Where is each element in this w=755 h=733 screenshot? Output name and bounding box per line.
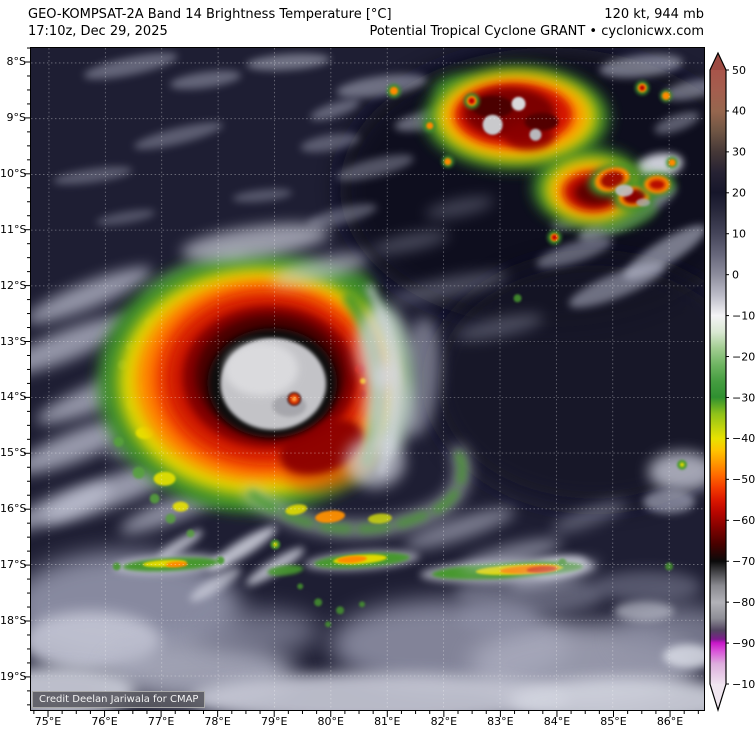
lon-tick-label: 86°E <box>656 715 684 728</box>
lon-tick-label: 77°E <box>147 715 175 728</box>
colorbar-tick-label: 20 <box>732 187 746 200</box>
colorbar-tick-label: 0 <box>732 268 739 281</box>
lat-tick-label: 14°S <box>0 390 27 404</box>
colorbar-tick-label: −90 <box>732 637 755 650</box>
colorbar-tick-label: −10 <box>732 309 755 322</box>
cirrus-overlay <box>181 223 627 590</box>
lat-tick-label: 10°S <box>0 166 27 180</box>
colorbar-tick-label: −60 <box>732 514 755 527</box>
lat-tick-label: 8°S <box>6 55 26 68</box>
cyclone-grant <box>97 252 472 539</box>
lat-tick-label: 19°S <box>0 669 27 683</box>
colorbar-tick-label: −100 <box>732 678 755 691</box>
lat-tick-label: 11°S <box>0 222 27 236</box>
lat-tick-label: 12°S <box>0 278 27 292</box>
colorbar: 50 40 30 20 10 0 −10 −20 −30 −40 −50 −60 −70 −80 −90 −1… <box>709 51 755 713</box>
colorbar-tick-label: −70 <box>732 555 755 568</box>
lat-tick-label: 9°S <box>6 110 26 124</box>
colorbar-tick-label: 30 <box>732 146 746 159</box>
lat-tick-label: 15°S <box>0 446 27 460</box>
storm-cluster-northeast <box>386 65 679 245</box>
colorbar-tick-label: −40 <box>732 432 755 445</box>
lon-tick-label: 80°E <box>317 715 344 728</box>
chart-timestamp: 17:10z, Dec 29, 2025 <box>28 24 168 39</box>
satellite-map: Credit Deelan Jariwala for CMAP <box>30 47 705 711</box>
colorbar-tick-label: −80 <box>732 596 755 609</box>
storm-intensity: 120 kt, 944 mb <box>604 7 704 22</box>
lon-tick-label: 79°E <box>260 715 288 728</box>
storm-name-source: Potential Tropical Cyclone GRANT • cyclo… <box>369 24 704 39</box>
lon-tick-label: 83°E <box>487 715 514 728</box>
lat-tick-label: 18°S <box>0 614 27 627</box>
lon-tick-label: 81°E <box>374 715 401 728</box>
colorbar-tick-label: 10 <box>732 228 746 241</box>
colorbar-tick-label: −50 <box>732 473 755 486</box>
lon-tick-label: 84°E <box>543 715 571 728</box>
lat-tick-label: 13°S <box>0 334 27 348</box>
credit-badge: Credit Deelan Jariwala for CMAP <box>32 691 206 708</box>
lat-tick-label: 16°S <box>0 502 27 516</box>
lon-tick-label: 82°E <box>430 715 458 728</box>
colorbar-tick-label: −20 <box>732 350 755 363</box>
lat-tick-label: 17°S <box>0 558 27 572</box>
satellite-image <box>31 48 704 710</box>
lon-tick-label: 75°E <box>34 715 62 728</box>
storm-info-block: 120 kt, 944 mb Potential Tropical Cyclon… <box>369 6 704 40</box>
lon-tick-label: 85°E <box>600 715 627 728</box>
colorbar-tick-label: 40 <box>732 105 746 118</box>
colorbar-tick-label: −30 <box>732 391 755 404</box>
lon-tick-label: 78°E <box>204 715 231 728</box>
gridlines <box>31 48 704 710</box>
title-block: GEO-KOMPSAT-2A Band 14 Brightness Temper… <box>28 6 392 40</box>
lon-tick-label: 76°E <box>91 715 118 728</box>
colorbar-tick-label: 50 <box>732 64 746 77</box>
chart-title: GEO-KOMPSAT-2A Band 14 Brightness Temper… <box>28 7 392 22</box>
